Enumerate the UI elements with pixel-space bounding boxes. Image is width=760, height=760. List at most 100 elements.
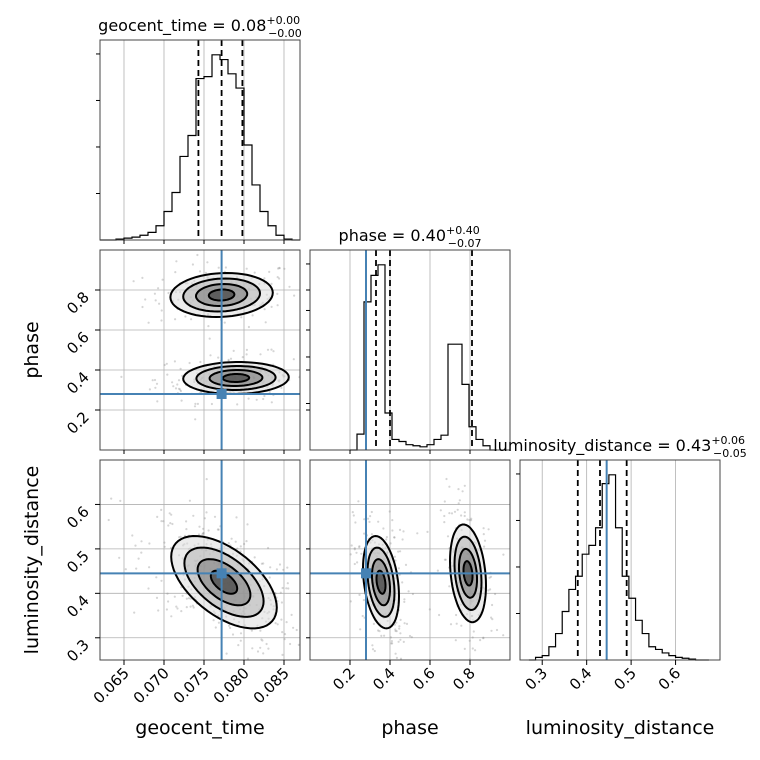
sample-point bbox=[217, 266, 220, 269]
sample-point bbox=[205, 511, 208, 514]
sample-point bbox=[189, 597, 192, 600]
sample-point bbox=[179, 535, 182, 538]
sample-point bbox=[163, 545, 166, 548]
sample-point bbox=[263, 277, 266, 280]
y-tick-label: 0.6 bbox=[63, 503, 93, 533]
sample-point bbox=[301, 364, 303, 366]
density-level bbox=[222, 374, 250, 382]
sample-point bbox=[161, 278, 164, 281]
sample-point bbox=[137, 557, 140, 560]
sample-point bbox=[278, 267, 281, 270]
sample-point bbox=[408, 634, 412, 638]
sample-point bbox=[175, 260, 178, 263]
sample-point bbox=[317, 624, 319, 626]
sample-point bbox=[463, 511, 466, 514]
sample-point bbox=[391, 529, 394, 532]
sample-point bbox=[185, 606, 188, 609]
sample-point bbox=[246, 523, 249, 526]
sample-point bbox=[455, 613, 458, 617]
sample-point bbox=[237, 644, 240, 647]
sample-point bbox=[394, 628, 397, 631]
sample-point bbox=[144, 298, 147, 301]
sample-point bbox=[453, 510, 457, 513]
sample-point bbox=[463, 647, 466, 651]
sample-point bbox=[482, 533, 485, 536]
sample-point bbox=[305, 366, 307, 368]
sample-point bbox=[456, 508, 459, 511]
sample-point bbox=[448, 511, 451, 515]
sample-point bbox=[245, 267, 248, 270]
sample-point bbox=[411, 592, 414, 596]
y-axis-label-phase: phase bbox=[21, 321, 43, 378]
sample-point bbox=[293, 294, 296, 297]
sample-point bbox=[213, 515, 217, 518]
sample-point bbox=[174, 271, 177, 274]
sample-point bbox=[255, 398, 258, 401]
sample-point bbox=[207, 325, 210, 328]
sample-point bbox=[303, 377, 305, 379]
sample-point bbox=[350, 544, 353, 547]
sample-point bbox=[461, 490, 464, 493]
sample-point bbox=[282, 568, 285, 571]
sample-point bbox=[263, 394, 266, 398]
sample-point bbox=[235, 516, 238, 519]
sample-point bbox=[357, 500, 360, 503]
sample-point bbox=[227, 358, 230, 361]
sample-point bbox=[253, 271, 256, 274]
sample-point bbox=[353, 547, 356, 550]
sample-point bbox=[151, 379, 154, 382]
sample-point bbox=[119, 499, 122, 502]
sample-point bbox=[156, 400, 159, 403]
sample-point bbox=[286, 582, 289, 585]
sample-point bbox=[404, 563, 408, 567]
sample-point bbox=[205, 478, 208, 481]
sample-point bbox=[265, 642, 268, 646]
sample-point bbox=[267, 546, 270, 550]
sample-point bbox=[363, 532, 366, 535]
sample-point bbox=[470, 517, 473, 520]
sample-point bbox=[343, 399, 345, 401]
sample-point bbox=[398, 528, 402, 532]
sample-point bbox=[316, 613, 318, 615]
sample-point bbox=[393, 555, 396, 558]
sample-point bbox=[191, 604, 194, 607]
sample-point bbox=[156, 515, 159, 519]
sample-point bbox=[160, 319, 163, 322]
contour-line bbox=[182, 277, 262, 313]
sample-point bbox=[292, 358, 295, 361]
panel-content bbox=[310, 460, 510, 660]
contour-line bbox=[194, 282, 249, 308]
sample-point bbox=[403, 600, 406, 604]
sample-point bbox=[162, 520, 165, 523]
sample-point bbox=[134, 544, 137, 547]
sample-point bbox=[389, 542, 392, 545]
sample-point bbox=[118, 556, 121, 559]
sample-point bbox=[283, 638, 286, 641]
sample-point bbox=[264, 321, 267, 324]
sample-point bbox=[468, 519, 471, 522]
sample-point bbox=[455, 622, 458, 625]
panel-frame bbox=[309, 459, 511, 661]
y-tick-label: 0.3 bbox=[63, 636, 93, 666]
sample-point bbox=[170, 615, 173, 618]
x-tick-label: 0.080 bbox=[210, 664, 253, 707]
sample-point bbox=[270, 401, 273, 404]
sample-point bbox=[393, 536, 396, 539]
sample-point bbox=[155, 382, 159, 385]
sample-point bbox=[135, 567, 138, 570]
sample-point bbox=[236, 403, 239, 406]
sample-point bbox=[276, 292, 279, 295]
sample-point bbox=[179, 367, 182, 370]
sample-point bbox=[358, 546, 361, 549]
panel-title-geocent_time: geocent_time = 0.08+0.00 −0.00 bbox=[98, 14, 302, 40]
contour-line bbox=[208, 369, 264, 387]
sample-point bbox=[389, 636, 392, 639]
sample-point bbox=[181, 374, 184, 377]
sample-point bbox=[185, 528, 188, 531]
sample-point bbox=[303, 561, 305, 563]
sample-point bbox=[457, 488, 460, 491]
pair-panel-geocent_time-luminosity_distance bbox=[99, 459, 319, 661]
sample-point bbox=[141, 276, 144, 279]
pair-panel-phase-luminosity_distance bbox=[309, 459, 511, 661]
sample-point bbox=[361, 614, 364, 618]
